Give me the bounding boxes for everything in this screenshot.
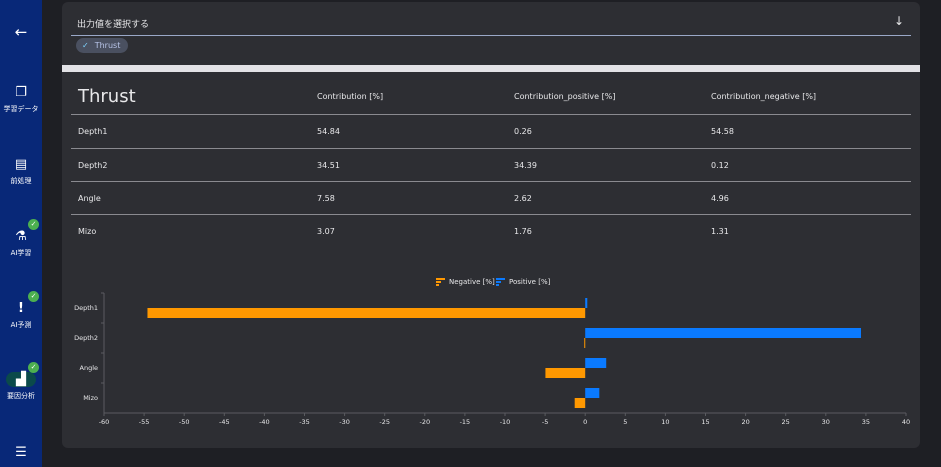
section-divider [62,65,920,72]
x-tick-label: -45 [219,418,230,426]
column-header: Contribution [%] [317,92,384,101]
cell: 2.62 [514,193,532,203]
document-icon: ▤ [14,157,28,172]
cell: 54.84 [317,127,340,137]
x-tick-label: -55 [139,418,150,426]
check-badge-icon: ✓ [28,291,39,302]
cell: 54.58 [711,127,734,137]
x-tick-label: -15 [460,418,471,426]
exclamation-icon: ! [18,301,24,316]
sidebar-item-ai-prediction[interactable]: ✓! AI予測 [0,291,42,330]
legend-icon [436,281,441,283]
y-tick-label: Mizo [83,394,98,402]
bar-positive [585,328,862,338]
cell: Mizo [78,227,97,237]
cell: 34.39 [514,160,537,170]
table-title: Thrust [78,86,136,107]
x-tick-label: 40 [902,418,910,426]
cell: 34.51 [317,160,340,170]
x-tick-label: -10 [500,418,511,426]
x-tick-label: 5 [623,418,627,426]
cell: 1.76 [514,227,532,237]
divider [71,35,911,36]
check-badge-icon: ✓ [28,362,39,373]
flask-icon: ⚗ [15,229,27,244]
output-select-title: 出力値を選択する [77,20,150,30]
y-tick-label: Depth2 [74,334,98,342]
sidebar-item-preprocess[interactable]: ▤ 前処理 [0,157,42,186]
sliders-icon: ☰ [15,445,27,460]
bar-chart-icon: ▟ [6,372,36,387]
x-tick-label: 10 [661,418,669,426]
arrow-down-icon[interactable]: ↓ [894,14,905,28]
bar-positive [585,298,588,308]
column-header: Contribution_negative [%] [711,92,817,101]
x-tick-label: -25 [379,418,390,426]
table-row: Mizo 3.07 1.76 1.31 [71,215,911,248]
sidebar-item-factor-analysis[interactable]: ✓ ▟ 要因分析 [0,362,42,401]
files-icon: ❐ [15,85,27,100]
x-tick-label: 25 [782,418,790,426]
cell: Depth2 [78,160,108,170]
x-tick-label: -50 [179,418,190,426]
output-chip-thrust[interactable]: ✓ Thrust [76,38,129,53]
column-header: Contribution_positive [%] [514,92,616,101]
legend-icon [496,284,499,286]
legend-icon [496,278,505,280]
x-tick-label: -35 [299,418,310,426]
cell: 0.12 [711,160,729,170]
table-header: Thrust Contribution [%] Contribution_pos… [71,82,911,116]
table-row: Depth2 34.51 34.39 0.12 [71,149,911,182]
cell: 3.07 [317,227,335,237]
x-tick-label: -40 [259,418,270,426]
cell: Depth1 [78,127,108,137]
x-tick-label: 20 [741,418,749,426]
cell: 1.31 [711,227,729,237]
check-badge-icon: ✓ [28,219,39,230]
bar-negative [574,398,586,408]
legend-icon [436,278,445,280]
arrow-left-icon: ← [14,23,28,41]
analysis-card: 出力値を選択する ↓ ✓ Thrust Thrust Contribution [… [62,2,920,448]
back-button[interactable]: ← [0,24,42,40]
x-tick-label: -30 [339,418,350,426]
legend-icon [436,284,439,286]
x-tick-label: -5 [542,418,548,426]
legend-label: Negative [%] [449,278,495,286]
table-row: Depth1 54.84 0.26 54.58 [71,115,911,149]
x-tick-label: -60 [99,418,110,426]
sidebar: ← ❐ 学習データ ▤ 前処理 ✓ ⚗ AI学習 ✓! AI予測 ✓ ▟ 要因分析 ☰ [0,0,42,467]
x-tick-label: 35 [862,418,870,426]
cell: 0.26 [514,127,532,137]
bar-positive [585,358,607,368]
x-tick-label: 30 [822,418,830,426]
cell: 7.58 [317,193,335,203]
y-tick-label: Angle [80,364,99,372]
cell: Angle [78,193,101,203]
x-tick-label: 0 [583,418,587,426]
legend-icon [496,281,501,283]
bar-positive [585,388,600,398]
table-row: Angle 7.58 2.62 4.96 [71,182,911,216]
bar-negative [584,338,586,348]
bar-negative [147,308,586,318]
sidebar-item-ai-training[interactable]: ✓ ⚗ AI学習 [0,219,42,258]
contribution-table: Thrust Contribution [%] Contribution_pos… [71,82,911,248]
check-icon: ✓ [82,41,89,50]
sidebar-item-settings[interactable]: ☰ [0,445,42,461]
sidebar-item-training-data[interactable]: ❐ 学習データ [0,85,42,114]
y-tick-label: Depth1 [74,304,98,312]
x-tick-label: -20 [419,418,430,426]
x-tick-label: 15 [701,418,709,426]
legend-label: Positive [%] [509,278,551,286]
cell: 4.96 [711,193,729,203]
bar-negative [545,368,586,378]
